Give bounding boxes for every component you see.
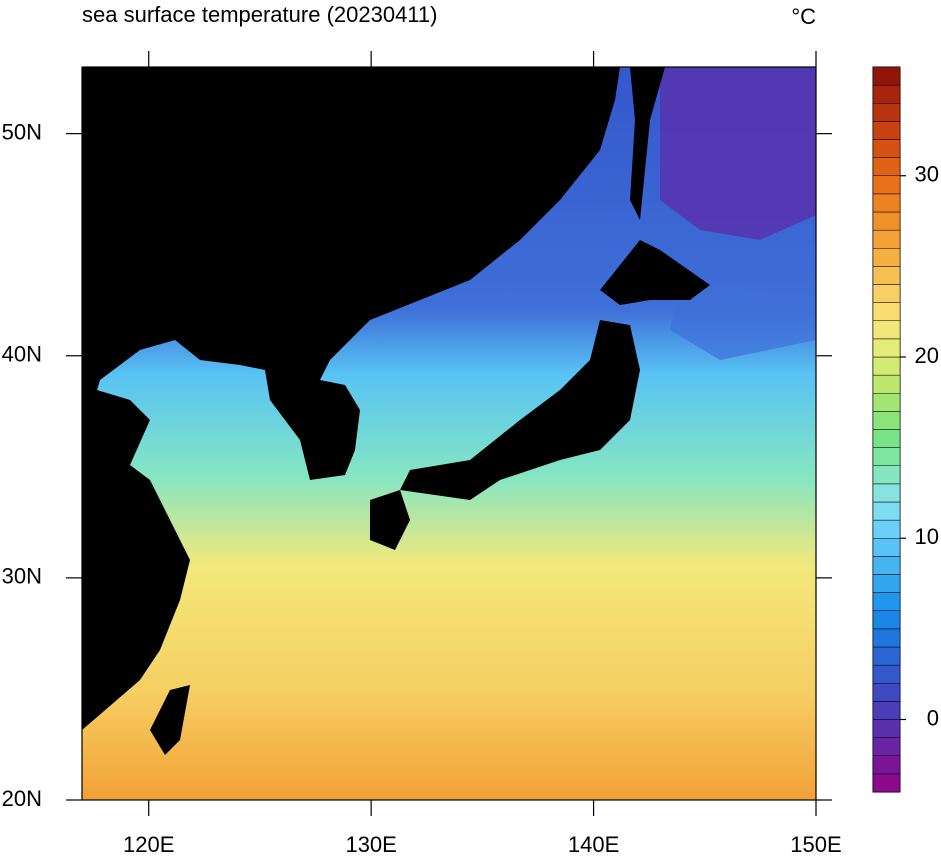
colorbar-box <box>872 320 901 340</box>
colorbar-box <box>872 302 901 321</box>
x-tick-label: 130E <box>345 832 396 857</box>
colorbar-box <box>872 574 901 593</box>
colorbar-box <box>872 483 901 503</box>
colorbar-box <box>872 429 901 448</box>
colorbar-box <box>872 211 901 231</box>
taiwan <box>150 685 190 755</box>
sakhalin <box>630 67 665 220</box>
kyushu <box>370 490 410 550</box>
colorbar-tick-label: 0 <box>927 705 939 730</box>
y-tick-label: 50N <box>2 119 42 144</box>
colorbar-box <box>872 755 901 775</box>
colorbar-box <box>872 338 901 358</box>
colorbar-box <box>872 501 901 521</box>
y-tick-label: 20N <box>2 786 42 811</box>
colorbar-tick-label: 20 <box>915 343 939 368</box>
colorbar-box <box>872 284 901 303</box>
colorbar-box <box>872 139 901 158</box>
colorbar-box <box>872 701 901 720</box>
hokkaido <box>600 240 710 305</box>
mainland <box>82 67 620 730</box>
colorbar-box <box>872 356 901 376</box>
colorbar-box <box>872 465 901 485</box>
colorbar-box <box>872 84 901 104</box>
colorbar-box <box>872 175 901 195</box>
colorbar-box <box>872 610 901 630</box>
cold-water <box>660 67 816 240</box>
colorbar-tick-label: 10 <box>915 524 939 549</box>
colorbar-box <box>872 248 901 267</box>
colorbar-box <box>872 447 901 466</box>
unit-label: °C <box>791 4 816 29</box>
colorbar-box <box>872 193 901 213</box>
colorbar-box <box>872 66 901 86</box>
y-tick-label: 30N <box>2 564 42 589</box>
colorbar-box <box>872 393 901 412</box>
plot-frame <box>81 66 817 801</box>
colorbar-box <box>872 538 901 557</box>
map-title: sea surface temperature (20230411) <box>82 2 437 27</box>
colorbar-tick-label: 30 <box>915 162 939 187</box>
colorbar-box <box>872 157 901 176</box>
honshu <box>400 320 640 500</box>
colorbar-box <box>872 374 901 394</box>
x-tick-label: 140E <box>568 832 619 857</box>
sst-field <box>82 67 816 800</box>
colorbar-box <box>872 737 901 756</box>
colorbar-box <box>872 103 901 122</box>
colorbar-box <box>872 683 901 702</box>
colorbar-box <box>872 664 901 684</box>
colorbar-box <box>872 646 901 666</box>
colorbar-box <box>872 628 901 648</box>
colorbar-box <box>872 773 901 793</box>
colorbar-box <box>872 411 901 430</box>
colorbar-box <box>872 121 901 140</box>
x-tick-label: 150E <box>790 832 841 857</box>
x-tick-label: 120E <box>123 832 174 857</box>
colorbar-box <box>872 519 901 539</box>
colorbar-box <box>872 229 901 249</box>
colorbar-box <box>872 719 901 738</box>
y-tick-label: 40N <box>2 342 42 367</box>
colorbar-box <box>872 266 901 285</box>
colorbar-box <box>872 592 901 611</box>
colorbar-box <box>872 556 901 575</box>
oyashio <box>670 280 816 360</box>
